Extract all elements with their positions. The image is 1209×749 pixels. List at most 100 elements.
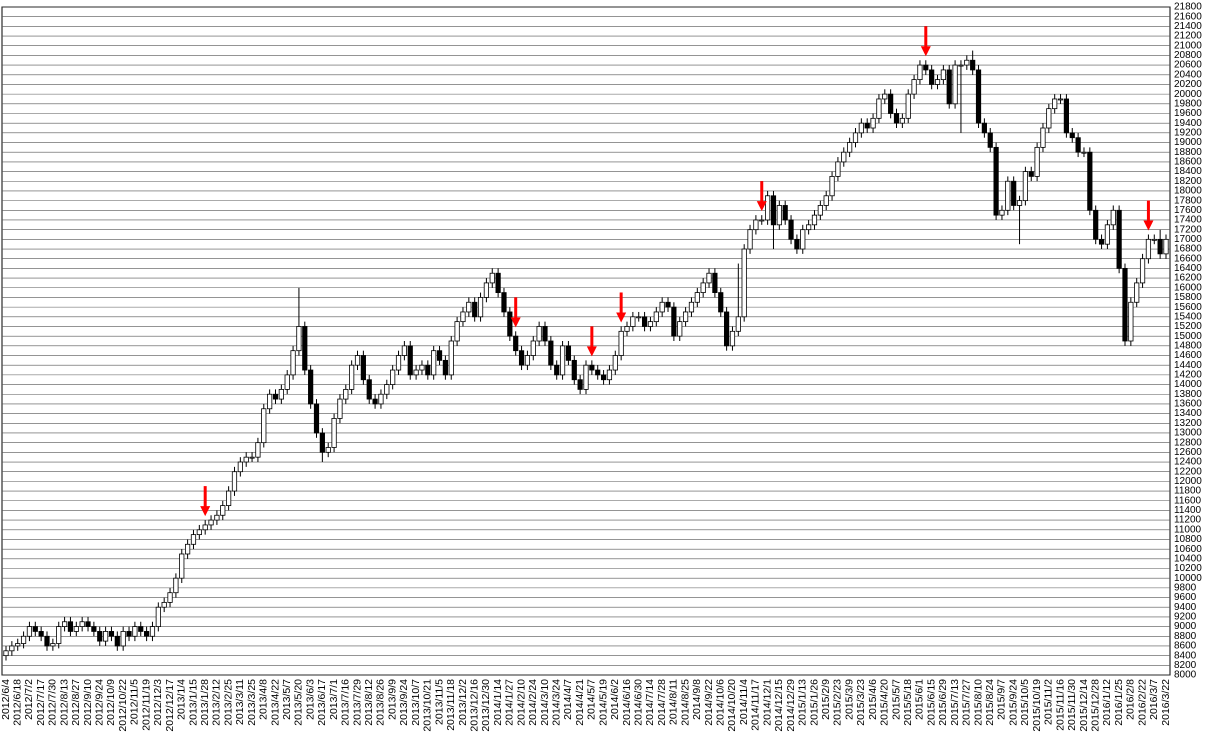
candle-body xyxy=(724,311,730,347)
y-tick-label: 8800 xyxy=(1174,631,1197,642)
candle-body xyxy=(1139,258,1146,284)
x-tick-label: 2015/8/10 xyxy=(972,679,984,726)
candle-body xyxy=(325,447,331,453)
x-tick-label: 2015/9/24 xyxy=(1007,679,1019,726)
x-tick-label: 2014/1/27 xyxy=(504,679,516,726)
x-tick-label: 2014/10/20 xyxy=(726,679,738,732)
candle-body xyxy=(811,214,818,226)
candle-body xyxy=(483,282,490,298)
candle-body xyxy=(202,524,208,531)
y-tick-label: 18600 xyxy=(1174,157,1202,168)
candle-body xyxy=(600,374,607,381)
y-tick-label: 21200 xyxy=(1174,31,1202,42)
x-tick-label: 2015/5/18 xyxy=(902,679,914,726)
x-tick-label: 2013/10/7 xyxy=(410,679,422,726)
candle-body xyxy=(934,79,941,85)
x-tick-label: 2015/7/13 xyxy=(949,679,961,726)
candle-body xyxy=(407,345,413,376)
candle-body xyxy=(120,631,126,647)
y-tick-label: 8200 xyxy=(1174,660,1197,671)
y-tick-label: 13000 xyxy=(1174,428,1202,439)
y-tick-label: 18400 xyxy=(1174,166,1202,177)
x-tick-label: 2014/6/16 xyxy=(621,679,633,726)
x-tick-label: 2014/3/10 xyxy=(539,679,551,726)
candle-body xyxy=(1122,267,1128,342)
x-tick-label: 2015/3/9 xyxy=(843,679,855,720)
x-tick-label: 2013/1/4 xyxy=(176,679,188,720)
y-tick-label: 20000 xyxy=(1174,89,1202,100)
candle-body xyxy=(1081,151,1087,154)
candle-body xyxy=(67,621,74,632)
candle-body xyxy=(917,64,923,81)
x-tick-label: 2015/1/26 xyxy=(808,679,820,726)
candle-body xyxy=(606,369,613,381)
x-tick-label: 2012/11/19 xyxy=(140,679,152,731)
y-tick-label: 20200 xyxy=(1174,79,1202,90)
candle-body xyxy=(149,626,156,637)
x-tick-label: 2014/4/21 xyxy=(574,679,586,726)
candle-body xyxy=(923,64,929,71)
candle-body xyxy=(1069,132,1075,139)
y-tick-label: 8000 xyxy=(1174,670,1197,681)
y-tick-label: 16400 xyxy=(1174,263,1202,274)
x-tick-label: 2016/1/12 xyxy=(1101,679,1113,726)
x-tick-label: 2013/7/29 xyxy=(351,679,363,726)
candle-body xyxy=(806,224,812,231)
x-tick-label: 2015/8/24 xyxy=(984,679,996,726)
candle-body xyxy=(249,456,255,459)
candle-body xyxy=(694,292,700,303)
y-tick-label: 15000 xyxy=(1174,331,1202,342)
candle-body xyxy=(905,93,911,119)
candle-body xyxy=(970,59,976,71)
candle-body xyxy=(671,306,677,337)
y-tick-label: 11000 xyxy=(1174,524,1202,535)
candle-body xyxy=(343,389,349,400)
x-tick-label: 2015/9/7 xyxy=(996,679,1008,720)
candle-body xyxy=(284,374,290,390)
candle-body xyxy=(1151,238,1157,241)
candle-body xyxy=(167,592,173,603)
y-tick-label: 18000 xyxy=(1174,186,1202,197)
x-tick-label: 2012/6/4 xyxy=(0,679,12,720)
x-tick-label: 2012/11/5 xyxy=(129,679,141,725)
y-tick-label: 17600 xyxy=(1174,205,1202,216)
candle-body xyxy=(630,316,636,327)
candle-body xyxy=(741,248,747,318)
x-tick-label: 2015/2/9 xyxy=(820,679,832,720)
y-tick-label: 10000 xyxy=(1174,573,1202,584)
candle-body xyxy=(337,398,343,419)
candle-body xyxy=(196,529,202,536)
x-tick-label: 2014/8/25 xyxy=(679,679,691,726)
arrow-head xyxy=(510,317,521,328)
candle-body xyxy=(50,643,56,647)
candle-body xyxy=(987,132,993,148)
candle-body xyxy=(548,340,554,366)
candle-body xyxy=(1011,180,1017,206)
candle-body xyxy=(179,553,185,579)
candle-body xyxy=(876,98,882,119)
candle-body xyxy=(132,626,138,637)
candle-body xyxy=(747,229,753,250)
y-tick-label: 14600 xyxy=(1174,350,1202,361)
candle-body xyxy=(448,340,454,376)
x-tick-label: 2015/12/28 xyxy=(1089,679,1101,732)
candle-body xyxy=(899,117,905,124)
candle-body xyxy=(425,364,431,376)
candle-body xyxy=(595,369,601,376)
y-tick-label: 19600 xyxy=(1174,108,1202,119)
y-tick-label: 13800 xyxy=(1174,389,1202,400)
candle-body xyxy=(144,631,150,637)
arrow-head xyxy=(920,46,931,57)
candle-body xyxy=(442,359,448,376)
candle-body xyxy=(1057,98,1064,101)
candle-body xyxy=(138,626,144,632)
x-tick-label: 2012/10/9 xyxy=(105,679,117,726)
x-tick-label: 2014/6/30 xyxy=(633,679,645,726)
candle-body xyxy=(1046,108,1052,129)
candle-body xyxy=(765,195,771,221)
candle-body xyxy=(185,543,191,555)
x-tick-label: 2014/12/29 xyxy=(785,679,797,732)
candle-body xyxy=(32,626,38,632)
candle-body xyxy=(20,635,27,644)
candle-body xyxy=(3,650,9,657)
